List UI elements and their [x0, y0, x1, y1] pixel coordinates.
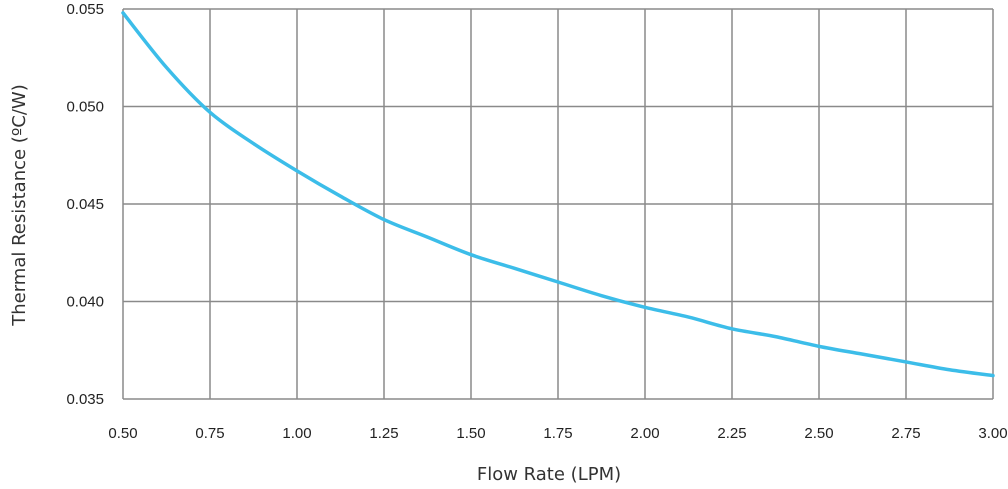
x-tick-label: 1.25 [369, 425, 398, 442]
y-tick-label: 0.040 [66, 294, 104, 311]
y-tick-label: 0.035 [66, 391, 104, 408]
x-tick-label: 1.50 [456, 425, 485, 442]
x-tick-label: 2.50 [804, 425, 833, 442]
x-tick-label: 3.00 [978, 425, 1007, 442]
x-tick-label: 1.75 [543, 425, 572, 442]
x-tick-label: 0.50 [108, 425, 137, 442]
x-tick-label: 2.00 [630, 425, 659, 442]
grid-lines [122, 8, 994, 400]
x-axis-label: Flow Rate (LPM) [477, 464, 621, 485]
y-axis-label: Thermal Resistance (ºC/W) [9, 84, 30, 327]
x-tick-labels: 0.50 0.75 1.00 1.25 1.50 1.75 2.00 2.25 2.50 2.75… [108, 425, 1007, 442]
x-tick-label: 2.25 [717, 425, 746, 442]
y-tick-label: 0.050 [66, 99, 104, 116]
series-line [121, 11, 995, 378]
x-tick-label: 2.75 [891, 425, 920, 442]
x-tick-label: 0.75 [195, 425, 224, 442]
y-tick-label: 0.045 [66, 196, 104, 213]
series-layer [121, 11, 995, 378]
y-tick-labels: 0.055 0.050 0.045 0.040 0.035 [66, 1, 104, 408]
y-tick-label: 0.055 [66, 1, 104, 18]
x-tick-label: 1.00 [282, 425, 311, 442]
